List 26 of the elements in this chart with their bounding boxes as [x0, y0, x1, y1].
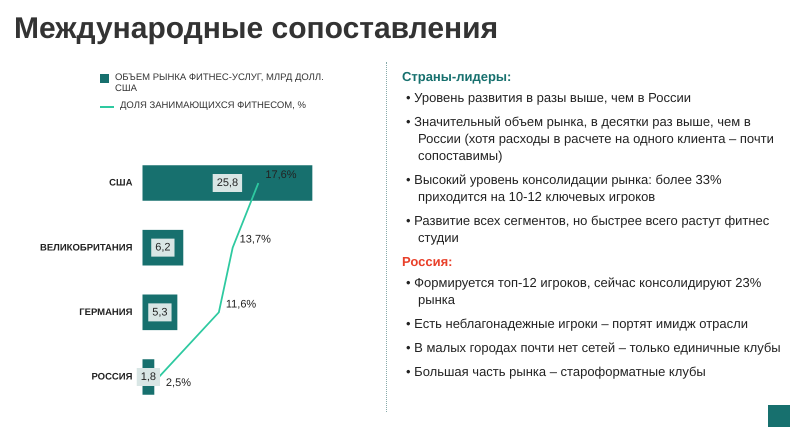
text: • Значительный объем рынка, в десятки раз выше, чем в России (хотя расходы в расчете на одного клиента – почти сопоставимы): [405, 113, 775, 164]
data-label: 2,5%: [166, 377, 192, 390]
y-tick-label: США: [109, 178, 133, 189]
chart-title: Международные сопоставления: [14, 12, 498, 46]
legend-label: ДОЛЯ ЗАНИМАЮЩИХСЯ ФИТНЕСОМ, %: [120, 100, 306, 111]
y-tick-label: РОССИЯ: [91, 372, 133, 383]
y-tick-label: ВЕЛИКОБРИТАНИЯ: [40, 242, 133, 254]
text: • Уровень развития в разы выше, чем в России: [405, 89, 692, 106]
data-label: 25,8: [216, 177, 238, 190]
data-label: 17,6%: [265, 169, 297, 182]
text: Страны-лидеры:: [402, 68, 512, 85]
bar: [142, 165, 312, 201]
text: • Формируется топ-12 игроков, сейчас консолидируют 23% рынка: [405, 274, 762, 308]
text: Россия:: [402, 253, 454, 270]
legend-label: ОБЪЕМ РЫНКА ФИТНЕС-УСЛУГ, МЛРД ДОЛЛ. США: [115, 72, 325, 94]
text: • В малых городах почти нет сетей – только единичные клубы: [405, 339, 782, 356]
data-label: 11,6%: [226, 298, 256, 310]
data-label: 13,7%: [240, 234, 272, 246]
text: • Большая часть рынка – староформатные клубы: [405, 363, 707, 380]
y-tick-label: ГЕРМАНИЯ: [79, 306, 133, 318]
text: • Высокий уровень консолидации рынка: более 33% приходится на 10-12 ключевых игроков: [405, 171, 723, 205]
text: • Есть неблагонадежные игроки – портят имидж отрасли: [405, 315, 749, 332]
data-label: 5,3: [152, 306, 168, 318]
data-label: 6,2: [155, 242, 171, 254]
data-label: 1,8: [140, 371, 156, 384]
text: • Развитие всех сегментов, но быстрее всего растут фитнес студии: [405, 212, 770, 246]
